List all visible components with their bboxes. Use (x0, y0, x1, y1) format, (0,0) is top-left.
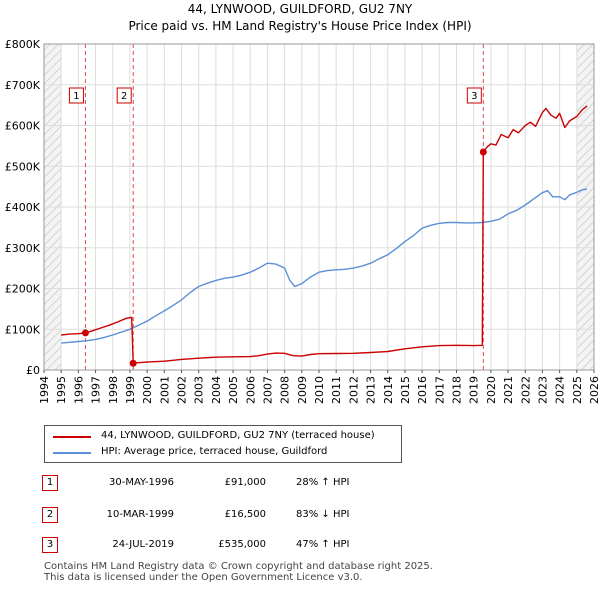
y-tick-label: £100K (5, 323, 41, 336)
x-tick-label-2020: 2020 (485, 376, 498, 404)
x-tick-label-1997: 1997 (90, 376, 103, 404)
x-tick-label-2013: 2013 (365, 376, 378, 404)
x-tick-label-2019: 2019 (468, 376, 481, 404)
x-tick-label-1999: 1999 (124, 376, 137, 404)
sale-price: £16,500 (224, 509, 266, 520)
y-tick-label: £0 (26, 364, 40, 377)
sale-number-badge: 2 (42, 507, 58, 523)
x-tick-label-1998: 1998 (107, 376, 120, 404)
x-tick-label-2021: 2021 (502, 376, 515, 404)
sale-3-point (479, 148, 487, 156)
y-tick-label: £400K (5, 201, 41, 214)
y-tick-label: £500K (5, 160, 41, 173)
x-tick-label-2016: 2016 (416, 376, 429, 404)
chart-title-address: 44, LYNWOOD, GUILDFORD, GU2 7NY (187, 2, 413, 16)
price-chart: 1 2 3 £0 £100K £200K £300K £400K £500K £600K £700… (5, 38, 600, 404)
sale-row-2: 2 10-MAR-1999 £16,500 83% ↓ HPI (0, 507, 600, 527)
sale-2-label: 2 (121, 91, 127, 102)
chart-legend: 44, LYNWOOD, GUILDFORD, GU2 7NY (terrace… (44, 425, 402, 463)
x-tick-label-2015: 2015 (399, 376, 412, 404)
x-tick-label-2024: 2024 (554, 376, 567, 404)
x-tick-label-1996: 1996 (72, 376, 85, 404)
sale-number-badge: 3 (42, 537, 58, 553)
sale-date: 10-MAR-1999 (106, 509, 174, 520)
price-paid-line (61, 105, 588, 364)
x-tick-label-1994: 1994 (38, 376, 51, 404)
x-tick-label-2010: 2010 (313, 376, 326, 404)
sale-1-point (81, 329, 89, 337)
x-tick-label-2022: 2022 (519, 376, 532, 404)
sale-hpi-relation: 47% ↑ HPI (296, 539, 350, 550)
x-tick-label-2009: 2009 (296, 376, 309, 404)
x-tick-label-2005: 2005 (227, 376, 240, 404)
y-tick-label: £800K (5, 38, 41, 51)
x-tick-label-2026: 2026 (588, 376, 600, 404)
x-tick-label-2001: 2001 (158, 376, 171, 404)
x-tick-label-2006: 2006 (244, 376, 257, 404)
y-tick-label: £200K (5, 283, 41, 296)
x-tick-label-2014: 2014 (382, 376, 395, 404)
sale-3-label-box (466, 87, 482, 104)
y-tick-label: £600K (5, 120, 41, 133)
sale-hpi-relation: 83% ↓ HPI (296, 509, 350, 520)
legend-swatch-price (53, 436, 91, 438)
y-tick-label: £700K (5, 79, 41, 92)
legend-swatch-hpi (53, 452, 91, 454)
x-tick-label-2025: 2025 (571, 376, 584, 404)
x-tick-label-2017: 2017 (433, 376, 446, 404)
sale-date: 24-JUL-2019 (112, 539, 174, 550)
sale-row-1: 1 30-MAY-1996 £91,000 28% ↑ HPI (0, 475, 600, 495)
sale-1-label-box (68, 87, 84, 104)
sale-hpi-relation: 28% ↑ HPI (296, 477, 350, 488)
sale-row-3: 3 24-JUL-2019 £535,000 47% ↑ HPI (0, 537, 600, 557)
footer-line-licence: This data is licensed under the Open Gov… (44, 572, 363, 583)
x-tick-label-2011: 2011 (330, 376, 343, 404)
x-tick-label-2002: 2002 (176, 376, 189, 404)
sale-number-badge: 1 (42, 475, 58, 491)
sale-price: £535,000 (218, 539, 266, 550)
x-tick-label-1995: 1995 (55, 376, 68, 404)
x-tick-label-2004: 2004 (210, 376, 223, 404)
x-tick-label-2008: 2008 (279, 376, 292, 404)
x-tick-label-2023: 2023 (536, 376, 549, 404)
sale-2-point (129, 359, 137, 367)
sale-price: £91,000 (224, 477, 266, 488)
sale-2-label-box (116, 87, 132, 104)
legend-label-price: 44, LYNWOOD, GUILDFORD, GU2 7NY (terrace… (101, 430, 375, 441)
chart-title-subtitle: Price paid vs. HM Land Registry's House … (128, 19, 472, 33)
y-tick-label: £300K (5, 242, 41, 255)
sale-date: 30-MAY-1996 (108, 477, 174, 488)
x-tick-label-2000: 2000 (141, 376, 154, 404)
hpi-line (61, 188, 588, 344)
footer-line-copyright: Contains HM Land Registry data © Crown c… (44, 561, 433, 572)
x-tick-label-2007: 2007 (261, 376, 274, 404)
x-tick-label-2012: 2012 (347, 376, 360, 404)
sale-3-label: 3 (471, 91, 477, 102)
x-tick-label-2018: 2018 (451, 376, 464, 404)
footer-attribution: Contains HM Land Registry data © Crown c… (44, 561, 433, 583)
x-tick-label-2003: 2003 (193, 376, 206, 404)
sale-1-label: 1 (73, 91, 79, 102)
legend-label-hpi: HPI: Average price, terraced house, Guil… (101, 446, 328, 457)
